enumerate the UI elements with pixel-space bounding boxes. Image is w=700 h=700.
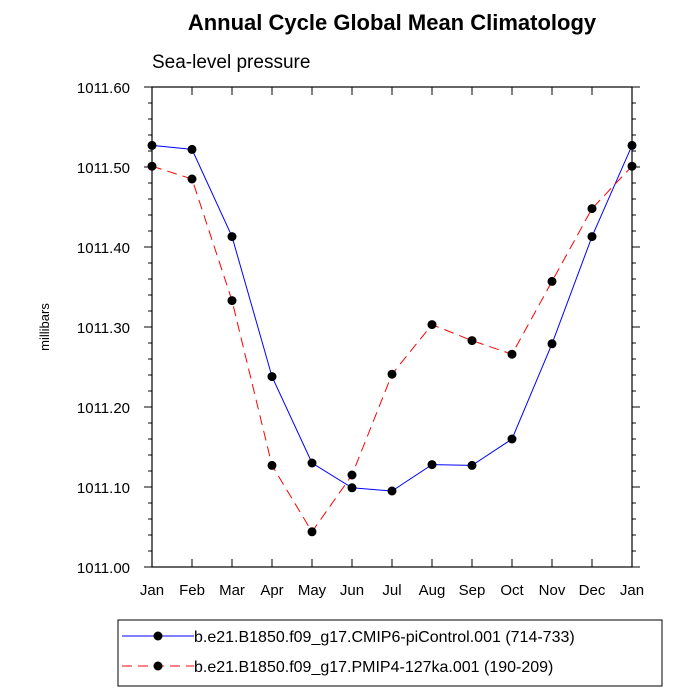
x-tick-label: Apr: [260, 582, 283, 599]
data-point-s1-8: [467, 336, 477, 346]
series-group: [147, 140, 637, 537]
data-point-s1-12: [627, 161, 637, 171]
series-line-1: [151, 165, 633, 533]
data-point-s0-7: [427, 460, 437, 470]
x-tick-label: Aug: [419, 582, 446, 599]
data-point-s1-5: [347, 470, 357, 480]
chart-subtitle: Sea-level pressure: [152, 52, 310, 73]
data-point-s1-7: [427, 320, 437, 330]
data-point-s0-12: [627, 140, 637, 150]
data-point-s0-3: [267, 372, 277, 382]
axis-ticks: Jan Feb Mar Apr May Jun Jul Aug Sep Oct Nov Dec Jan 1…: [77, 80, 644, 599]
x-tick-label: Jan: [140, 582, 164, 599]
y-tick-label: 1011.10: [77, 480, 130, 497]
data-point-s0-8: [467, 460, 477, 470]
legend-marker-0: [153, 631, 163, 641]
data-point-s0-10: [547, 339, 557, 349]
y-tick-label: 1011.50: [77, 160, 130, 177]
x-tick-label: Jun: [340, 582, 364, 599]
data-point-s0-5: [347, 483, 357, 493]
data-point-s1-9: [507, 349, 517, 359]
data-point-s1-1: [187, 174, 197, 184]
legend-box: [117, 619, 663, 687]
x-tick-label: Nov: [539, 582, 566, 599]
data-point-s1-2: [227, 296, 237, 306]
x-tick-label: May: [298, 582, 327, 599]
legend-item-0: b.e21.B1850.f09_g17.CMIP6-piControl.001 …: [122, 629, 575, 646]
y-tick-label: 1011.20: [77, 400, 130, 417]
x-tick-label: Sep: [459, 582, 486, 599]
chart-title: Annual Cycle Global Mean Climatology: [188, 10, 597, 35]
data-point-s1-11: [587, 204, 597, 214]
data-point-s0-2: [227, 232, 237, 242]
data-point-s0-1: [187, 144, 197, 154]
legend-item-1: b.e21.B1850.f09_g17.PMIP4-127ka.001 (190…: [122, 659, 553, 676]
x-tick-label: Oct: [500, 582, 524, 599]
x-tick-label: Dec: [579, 582, 606, 599]
data-point-s1-3: [267, 460, 277, 470]
legend-label-0: b.e21.B1850.f09_g17.CMIP6-piControl.001 …: [194, 629, 575, 646]
y-tick-label: 1011.00: [77, 560, 130, 577]
y-tick-label: 1011.40: [77, 240, 130, 257]
y-tick-label: 1011.60: [77, 80, 130, 97]
legend-label-1: b.e21.B1850.f09_g17.PMIP4-127ka.001 (190…: [194, 659, 553, 676]
data-point-s1-10: [547, 276, 557, 286]
data-point-s1-4: [307, 527, 317, 537]
data-point-s1-0: [147, 161, 157, 171]
data-point-s0-6: [387, 486, 397, 496]
x-tick-label: Jul: [382, 582, 401, 599]
y-axis-label: millibars: [37, 303, 52, 351]
data-point-s0-9: [507, 434, 517, 444]
legend-marker-1: [153, 661, 163, 671]
x-tick-label: Feb: [179, 582, 205, 599]
y-tick-label: 1011.30: [77, 320, 130, 337]
series-line-0: [151, 144, 633, 492]
x-tick-label: Jan: [620, 582, 644, 599]
data-point-s0-4: [307, 458, 317, 468]
x-tick-label: Mar: [219, 582, 245, 599]
data-point-s1-6: [387, 369, 397, 379]
data-point-s0-11: [587, 232, 597, 242]
data-point-s0-0: [147, 140, 157, 150]
